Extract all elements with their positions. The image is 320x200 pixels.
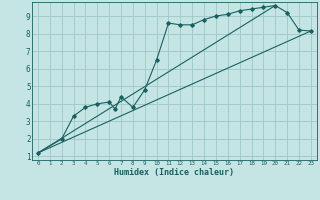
X-axis label: Humidex (Indice chaleur): Humidex (Indice chaleur) [115, 168, 234, 177]
